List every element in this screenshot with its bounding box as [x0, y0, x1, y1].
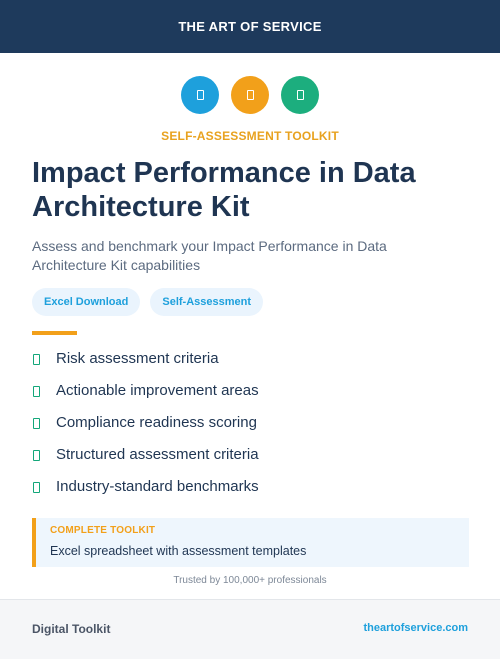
footer: Digital Toolkit theartofservice.com: [0, 599, 500, 659]
document-icon: [281, 76, 319, 114]
feature-list: Risk assessment criteria Actionable impr…: [32, 348, 472, 508]
tag-self-assessment: Self-Assessment: [150, 288, 264, 316]
document-icon: [181, 76, 219, 114]
feature-text: Actionable improvement areas: [56, 382, 259, 399]
callout-description: Excel spreadsheet with assessment templa…: [50, 544, 307, 558]
callout-accent-bar: [32, 518, 36, 567]
kicker-label: SELF-ASSESSMENT TOOLKIT: [161, 129, 339, 143]
list-item: Compliance readiness scoring: [32, 412, 472, 444]
website-link[interactable]: theartofservice.com: [363, 622, 468, 634]
callout-label: COMPLETE TOOLKIT: [50, 525, 156, 536]
feature-text: Industry-standard benchmarks: [56, 478, 259, 495]
toolkit-callout: COMPLETE TOOLKIT Excel spreadsheet with …: [32, 518, 469, 567]
brand-name: THE ART OF SERVICE: [178, 19, 322, 34]
check-icon: [33, 450, 40, 461]
tag-excel-download: Excel Download: [32, 288, 141, 316]
page-subtitle: Assess and benchmark your Impact Perform…: [32, 238, 387, 273]
list-item: Industry-standard benchmarks: [32, 476, 472, 508]
check-icon: [33, 354, 40, 365]
feature-text: Compliance readiness scoring: [56, 414, 257, 431]
document-icon: [231, 76, 269, 114]
top-banner: THE ART OF SERVICE: [0, 0, 500, 53]
trust-text: Trusted by 100,000+ professionals: [173, 575, 327, 586]
check-icon: [33, 418, 40, 429]
list-item: Risk assessment criteria: [32, 348, 472, 380]
icon-row: [0, 76, 500, 114]
footer-label: Digital Toolkit: [32, 622, 111, 636]
check-icon: [33, 386, 40, 397]
list-item: Structured assessment criteria: [32, 444, 472, 476]
feature-text: Risk assessment criteria: [56, 350, 219, 367]
accent-divider: [32, 331, 77, 335]
page-title: Impact Performance in Data Architecture …: [32, 157, 416, 223]
list-item: Actionable improvement areas: [32, 380, 472, 412]
feature-text: Structured assessment criteria: [56, 446, 259, 463]
check-icon: [33, 482, 40, 493]
tag-list: Excel Download Self-Assessment: [32, 288, 273, 316]
